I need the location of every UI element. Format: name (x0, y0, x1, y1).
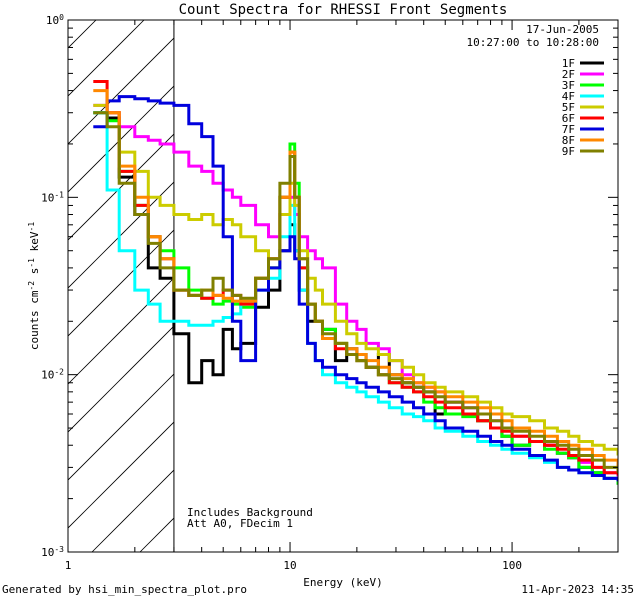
chart-title: Count Spectra for RHESSI Front Segments (179, 2, 508, 18)
time-range-label: 10:27:00 to 10:28:00 (467, 36, 599, 49)
legend-label-4f: 4F (562, 90, 575, 103)
y-axis-label-part-d: -1 (27, 258, 36, 268)
footer-timestamp: 11-Apr-2023 14:35 (521, 583, 634, 596)
y-axis-label: counts cm-2 s-1 keV-1 (27, 222, 42, 350)
hatch-line (68, 421, 174, 529)
legend-label-2f: 2F (562, 68, 575, 81)
y-tick-label: 10-2 (41, 367, 64, 382)
x-tick-label: 100 (502, 559, 522, 572)
legend-label-7f: 7F (562, 123, 575, 136)
y-tick-label: 100 (46, 13, 64, 28)
series-4f (93, 111, 618, 482)
annotation-attenuator: Att A0, FDecim 1 (187, 517, 293, 530)
y-tick-exponent: -1 (54, 190, 64, 199)
legend-label-8f: 8F (562, 134, 575, 147)
plot-frame (67, 19, 619, 553)
series-5f (93, 103, 618, 456)
hatch-line (68, 20, 145, 97)
x-axis-label: Energy (keV) (303, 576, 382, 589)
y-tick-base: 10 (46, 14, 59, 27)
series-layer (93, 80, 618, 485)
legend-label-3f: 3F (562, 79, 575, 92)
hatch-line (68, 181, 174, 289)
hatch-line (68, 373, 174, 481)
series-9f (93, 111, 618, 473)
y-tick-exponent: -3 (54, 545, 64, 554)
y-tick-exponent: 0 (59, 13, 64, 22)
legend-label-9f: 9F (562, 145, 575, 158)
y-tick-base: 10 (41, 191, 54, 204)
footer-generated-by: Generated by hsi_min_spectra_plot.pro (2, 583, 248, 596)
date-label: 17-Jun-2005 (526, 23, 599, 36)
hatch-line (68, 277, 174, 385)
legend-label-1f: 1F (562, 57, 575, 70)
y-tick-exponent: -2 (54, 367, 64, 376)
y-tick-label: 10-3 (41, 545, 64, 560)
series-3f (93, 111, 618, 485)
y-axis-label-part-f: -1 (27, 222, 36, 232)
y-axis-label-part-c: s (28, 268, 41, 281)
hatch-line (68, 37, 174, 145)
series-7f (93, 95, 618, 482)
y-axis-label-part-a: counts cm (28, 290, 41, 350)
x-tick-label: 1 (65, 559, 72, 572)
hatch-line (68, 325, 174, 433)
hatched-region (0, 0, 174, 552)
y-tick-base: 10 (41, 369, 54, 382)
hatch-line (0, 0, 28, 552)
hatch-line (68, 229, 174, 337)
annotation-background: Includes Background (187, 506, 313, 519)
legend-label-5f: 5F (562, 101, 575, 114)
y-axis-label-part-b: -2 (27, 281, 36, 291)
y-tick-label: 10-1 (41, 190, 64, 205)
y-tick-base: 10 (41, 546, 54, 559)
series-1f (93, 111, 618, 485)
legend-label-6f: 6F (562, 112, 575, 125)
x-tick-label: 10 (283, 559, 296, 572)
y-axis-label-part-e: keV (28, 231, 41, 258)
series-2f (93, 103, 618, 479)
